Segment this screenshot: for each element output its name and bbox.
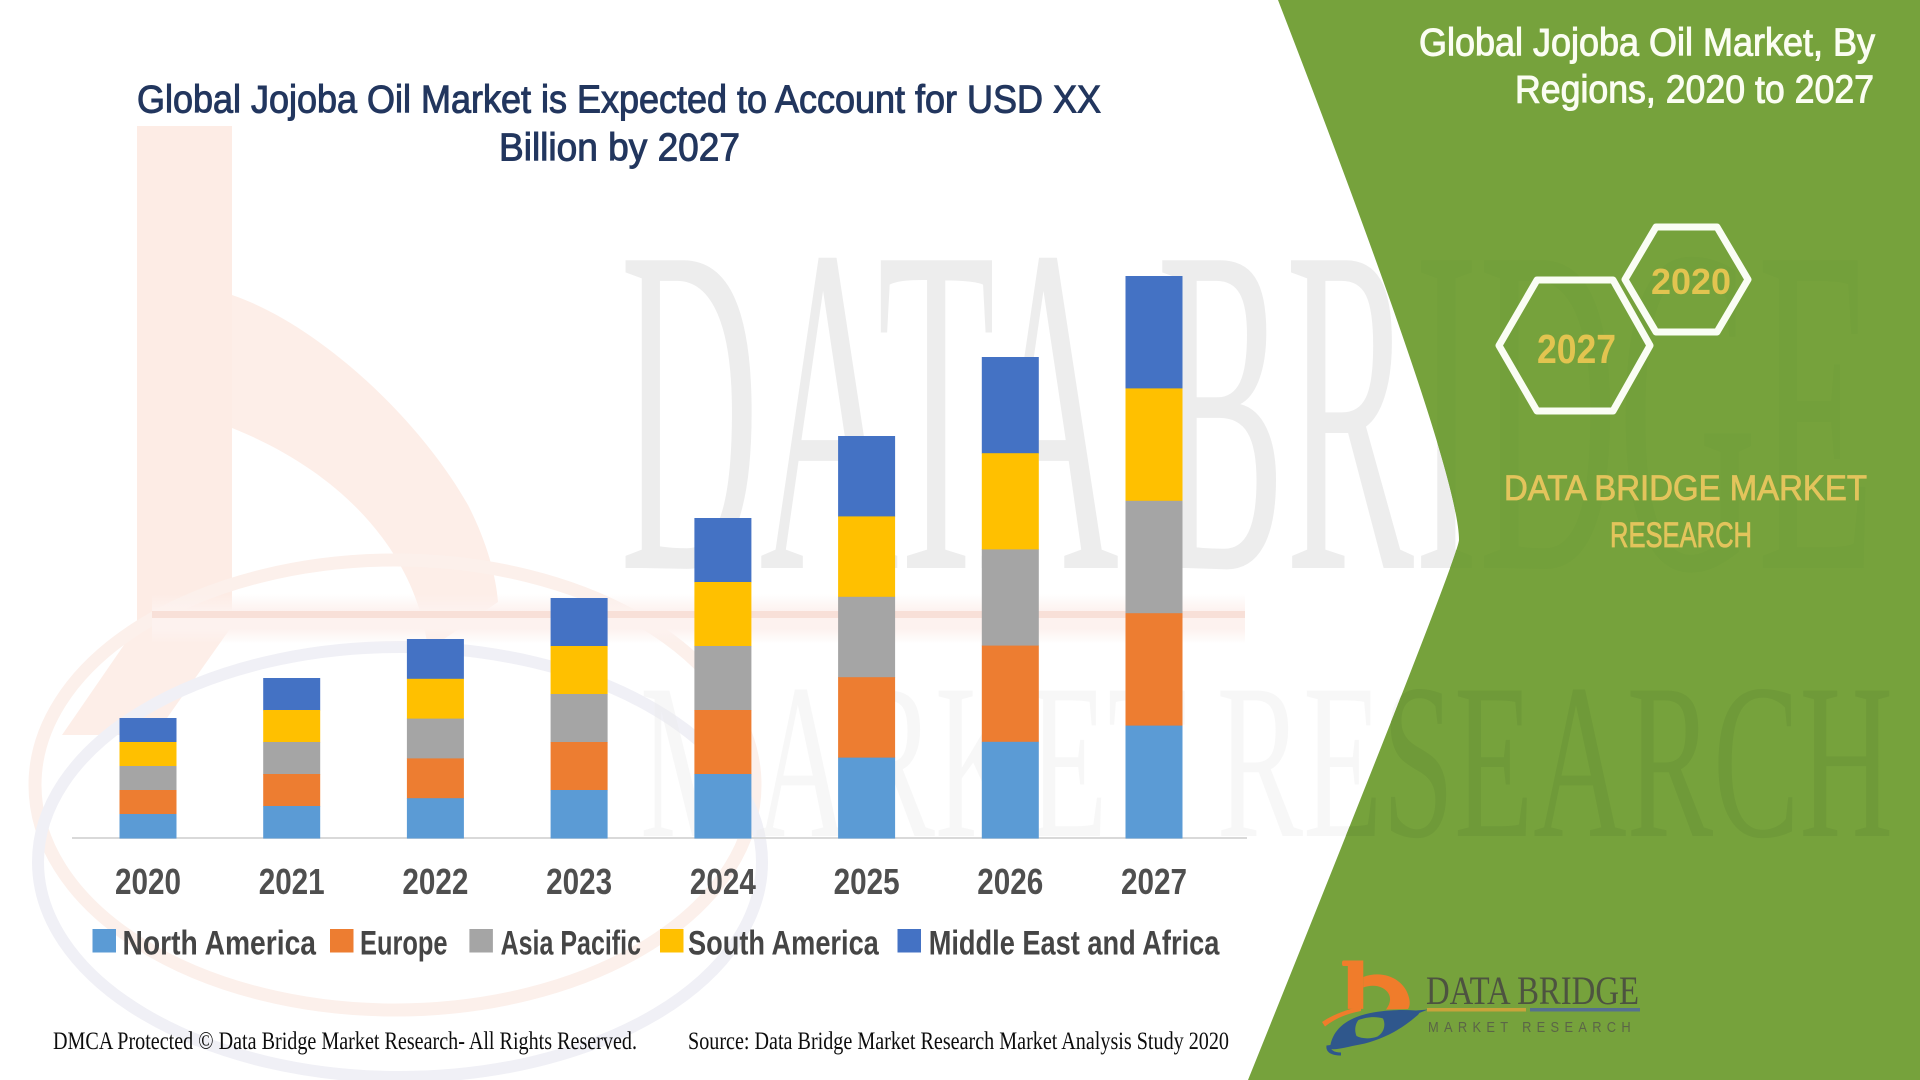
svg-text:2026: 2026: [977, 861, 1043, 902]
svg-text:Middle East and Africa: Middle East and Africa: [929, 925, 1221, 963]
svg-text:Europe: Europe: [360, 925, 448, 963]
svg-text:2020: 2020: [1651, 261, 1731, 302]
svg-text:Billion by 2027: Billion by 2027: [499, 127, 740, 170]
svg-text:North America: North America: [123, 925, 317, 963]
svg-text:2024: 2024: [690, 861, 756, 902]
svg-text:2025: 2025: [834, 861, 900, 902]
svg-text:2020: 2020: [115, 861, 181, 902]
svg-text:RESEARCH: RESEARCH: [1610, 516, 1752, 555]
svg-text:Asia Pacific: Asia Pacific: [501, 925, 641, 963]
svg-text:DATA BRIDGE MARKET: DATA BRIDGE MARKET: [1504, 469, 1867, 508]
svg-text:2027: 2027: [1121, 861, 1187, 902]
svg-text:DATA BRIDGE: DATA BRIDGE: [1426, 968, 1639, 1013]
svg-text:Global Jojoba Oil Market is Ex: Global Jojoba Oil Market is Expected to …: [137, 79, 1101, 122]
svg-text:Global Jojoba Oil Market, By: Global Jojoba Oil Market, By: [1419, 22, 1875, 65]
svg-text:2027: 2027: [1537, 326, 1616, 372]
svg-text:South America: South America: [688, 925, 880, 963]
svg-text:MARKET RESEARCH: MARKET RESEARCH: [1428, 1020, 1636, 1036]
svg-text:2021: 2021: [259, 861, 325, 902]
svg-text:2023: 2023: [546, 861, 612, 902]
svg-text:Regions, 2020 to 2027: Regions, 2020 to 2027: [1515, 69, 1874, 112]
svg-text:2022: 2022: [402, 861, 468, 902]
svg-text:Source: Data Bridge Market Res: Source: Data Bridge Market Research Mark…: [688, 1028, 1229, 1055]
svg-text:DMCA Protected © Data Bridge M: DMCA Protected © Data Bridge Market Rese…: [53, 1028, 637, 1055]
